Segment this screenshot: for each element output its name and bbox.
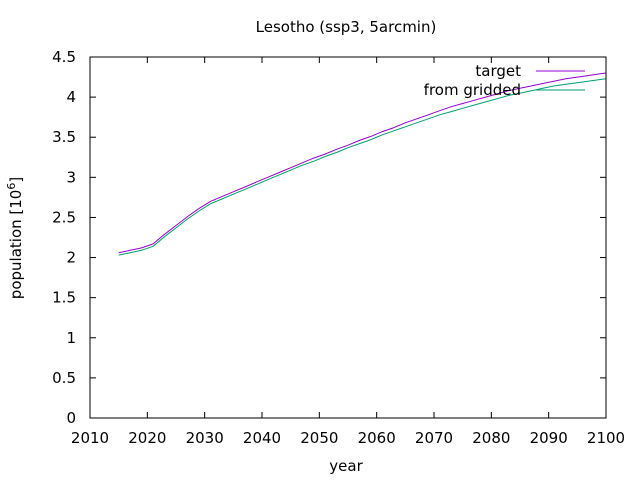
y-tick-label: 2 (66, 249, 76, 267)
y-tick-label: 3.5 (52, 128, 76, 146)
y-tick-label: 1 (66, 329, 76, 347)
y-tick-label: 0.5 (52, 369, 76, 387)
legend-label-2: from gridded (424, 81, 521, 99)
y-tick-label: 3 (66, 168, 76, 186)
y-axis-label-close: ] (7, 177, 25, 183)
y-tick-label: 2.5 (52, 208, 76, 226)
y-axis-label: population [106] (5, 177, 26, 299)
y-tick-label: 0 (66, 409, 76, 427)
x-tick-label: 2010 (71, 429, 109, 447)
x-tick-label: 2050 (300, 429, 338, 447)
x-tick-label: 2070 (415, 429, 453, 447)
x-tick-label: 2090 (530, 429, 568, 447)
y-axis-label-exponent: 6 (5, 183, 18, 190)
y-tick-label: 1.5 (52, 289, 76, 307)
y-tick-label: 4.5 (52, 48, 76, 66)
y-axis-label-base: population [10 (7, 190, 25, 300)
series-line-2 (118, 78, 607, 256)
x-axis-label: year (329, 457, 363, 475)
plot-frame (89, 56, 607, 419)
x-tick-label: 2080 (472, 429, 510, 447)
ticks-layer: 2010 2020 2030 2040 2050 2060 2070 2080 2090 2100… (52, 48, 625, 447)
y-tick-label: 4 (66, 88, 76, 106)
x-tick-label: 2020 (128, 429, 166, 447)
series-layer (118, 72, 607, 256)
x-tick-label: 2100 (587, 429, 625, 447)
legend-label-1: target (475, 62, 521, 80)
chart-title: Lesotho (ssp3, 5arcmin) (256, 18, 437, 36)
x-tick-label: 2060 (358, 429, 396, 447)
x-tick-label: 2030 (186, 429, 224, 447)
series-line-1 (118, 72, 607, 254)
x-tick-label: 2040 (243, 429, 281, 447)
